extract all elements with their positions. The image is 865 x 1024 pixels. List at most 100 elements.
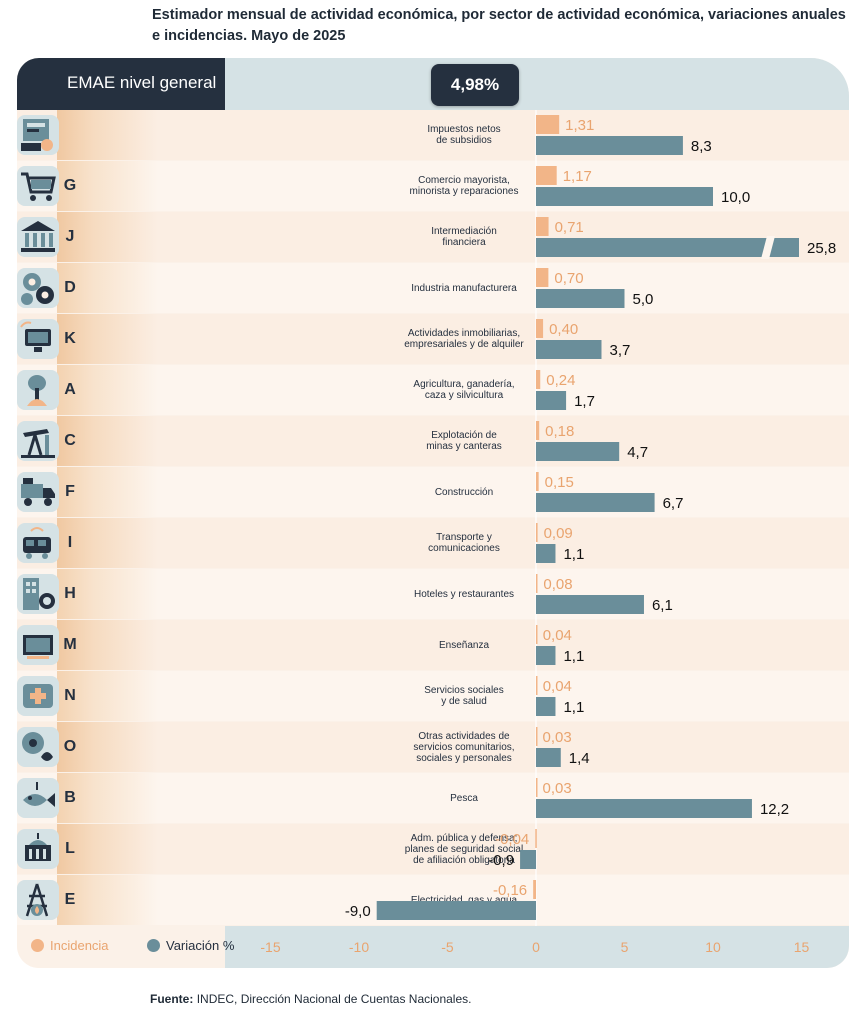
variation-bar xyxy=(536,391,567,410)
taxes-icon xyxy=(17,115,59,155)
sector-letter: O xyxy=(63,738,77,755)
variation-bar xyxy=(536,442,620,461)
oil-pump-icon xyxy=(17,421,59,461)
fish-icon xyxy=(17,778,59,818)
variation-label: -9,0 xyxy=(345,903,371,920)
sector-letter: K xyxy=(64,330,76,347)
variation-bar xyxy=(536,340,602,359)
incidence-bar xyxy=(536,676,538,695)
incidence-bar xyxy=(536,625,538,644)
education-icon xyxy=(17,625,59,665)
variation-label: 3,7 xyxy=(609,342,630,359)
variation-label: 4,7 xyxy=(627,444,648,461)
incidence-label: 0,71 xyxy=(555,219,584,236)
incidence-label: 0,03 xyxy=(543,780,572,797)
total-badge: 4,98% xyxy=(431,64,519,106)
source-note: Fuente: INDEC, Dirección Nacional de Cue… xyxy=(150,992,471,1006)
sector-letter: H xyxy=(64,585,76,602)
sector-label-box xyxy=(57,263,225,313)
sector-name: Explotación de minas y canteras xyxy=(426,430,502,452)
sector-name: Intermediación financiera xyxy=(431,226,497,248)
sector-name: Industria manufacturera xyxy=(411,282,517,294)
x-axis: -15 -10 -5 0 5 10 15 xyxy=(260,939,810,955)
variation-label: 1,1 xyxy=(563,699,584,716)
sector-row: M Enseñanza xyxy=(17,620,849,670)
shopping-cart-icon xyxy=(17,166,59,206)
incidence-bar xyxy=(536,115,560,134)
incidence-label: 0,15 xyxy=(545,474,574,491)
sector-row: C Explotación de minas y canteras xyxy=(17,416,849,466)
source-text: INDEC, Dirección Nacional de Cuentas Nac… xyxy=(196,992,472,1006)
incidence-label: 0,04 xyxy=(543,678,572,695)
incidence-bar xyxy=(536,421,540,440)
variation-bar xyxy=(536,697,556,716)
legend-variation-swatch xyxy=(147,939,160,952)
utilities-icon xyxy=(17,880,59,920)
variation-label: 1,4 xyxy=(569,750,590,767)
legend-variation: Variación % xyxy=(147,938,234,953)
chart-panel: EMAE nivel general Impuestos netos de su… xyxy=(17,58,849,968)
sector-letter: G xyxy=(63,177,77,194)
variation-label: 1,1 xyxy=(563,648,584,665)
x-tick-label: 10 xyxy=(705,939,721,955)
sector-name: Actividades inmobiliarias, empresariales… xyxy=(404,328,524,350)
variation-bar xyxy=(536,595,644,614)
hotel-icon xyxy=(17,574,59,614)
incidence-bar xyxy=(536,217,549,236)
sector-label-box xyxy=(57,365,225,415)
incidence-bar xyxy=(536,166,557,185)
sector-row: N Servicios sociales y de salud xyxy=(17,671,849,721)
x-tick-label: -10 xyxy=(349,939,369,955)
sector-letter: D xyxy=(64,279,76,296)
sector-name: Servicios sociales y de salud xyxy=(424,685,504,707)
sector-label-box xyxy=(57,518,225,568)
header-axis-box xyxy=(225,58,849,110)
variation-bar xyxy=(536,799,752,818)
variation-bar xyxy=(536,748,561,767)
computer-icon xyxy=(17,319,59,359)
sector-name: Enseñanza xyxy=(438,639,490,651)
incidence-label: 1,31 xyxy=(565,117,594,134)
incidence-bar xyxy=(536,268,549,287)
incidence-label: -0,04 xyxy=(495,831,529,848)
community-icon xyxy=(17,727,59,767)
sector-row: O Otras actividades de servicios comunita… xyxy=(17,722,849,772)
health-icon xyxy=(17,676,59,716)
agriculture-icon xyxy=(17,370,59,410)
incidence-bar xyxy=(535,829,537,848)
sector-label-box xyxy=(57,314,225,364)
sector-name: Pesca xyxy=(450,792,478,804)
variation-label: 8,3 xyxy=(691,138,712,155)
variation-bar xyxy=(376,901,536,920)
incidence-bar xyxy=(536,778,538,797)
variation-label: 12,2 xyxy=(760,801,789,818)
sector-name: Otras actividades de servicios comunitar… xyxy=(413,730,515,764)
sector-letter: E xyxy=(64,891,76,908)
transport-icon xyxy=(17,523,59,563)
variation-bar xyxy=(536,136,683,155)
incidence-label: 0,18 xyxy=(545,423,574,440)
legend-incidence: Incidencia xyxy=(31,938,109,953)
variation-label: 1,7 xyxy=(574,393,595,410)
incidence-label: 1,17 xyxy=(563,168,592,185)
sector-label-box xyxy=(57,875,225,925)
header-label-box: EMAE nivel general xyxy=(17,58,225,110)
bank-icon xyxy=(17,217,59,257)
incidence-label: 0,70 xyxy=(554,270,583,287)
header-label: EMAE nivel general xyxy=(67,73,217,92)
sector-label-box xyxy=(57,722,225,772)
variation-bar xyxy=(536,493,655,512)
x-tick-label: 5 xyxy=(621,939,629,955)
sector-letter: C xyxy=(64,432,76,449)
incidence-label: 0,04 xyxy=(543,627,572,644)
government-icon xyxy=(17,829,59,869)
sector-label-box xyxy=(57,671,225,721)
variation-label: 1,1 xyxy=(563,546,584,563)
x-tick-label: 15 xyxy=(794,939,810,955)
x-tick-label: -5 xyxy=(441,939,454,955)
sector-name: Comercio mayorista, minorista y reparaci… xyxy=(409,175,519,197)
incidence-bar xyxy=(536,727,538,746)
sector-letter: J xyxy=(65,228,75,245)
incidence-bar xyxy=(536,319,544,338)
variation-label: 6,1 xyxy=(652,597,673,614)
